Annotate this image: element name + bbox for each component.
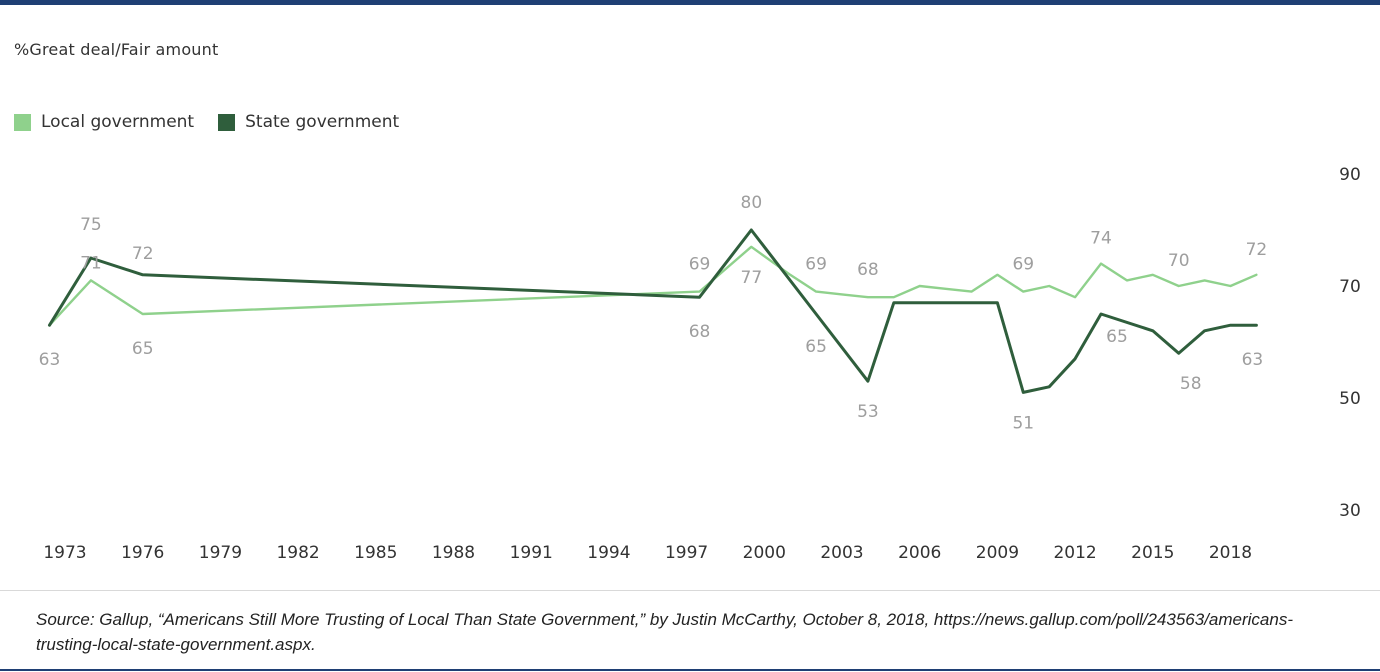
x-tick-label-2018: 2018: [1209, 543, 1252, 563]
data-label-local-72: 72: [1246, 240, 1268, 260]
data-label-local-70: 70: [1168, 251, 1190, 271]
series-line-local: [48, 245, 1258, 327]
x-tick-label-2009: 2009: [976, 543, 1019, 563]
x-tick-label-2000: 2000: [743, 543, 786, 563]
top-rule: [0, 0, 1380, 5]
data-label-local-69: 69: [1012, 255, 1034, 275]
data-label-local-69: 69: [689, 255, 711, 275]
x-tick-label-2003: 2003: [820, 543, 863, 563]
y-tick-label-30: 30: [1339, 501, 1361, 521]
legend-label-state: State government: [245, 112, 400, 132]
data-label-state-75: 75: [80, 215, 102, 235]
data-label-state-51: 51: [1012, 413, 1034, 433]
x-tick-label-1979: 1979: [199, 543, 242, 563]
y-tick-label-50: 50: [1339, 389, 1361, 409]
line-chart: 90 70 50 30 1973 1976 1979 1982 1985 1988 1991 199…: [39, 165, 1361, 563]
legend-swatch-local: [14, 113, 31, 131]
data-label-local-69: 69: [805, 255, 827, 275]
x-tick-label-2006: 2006: [898, 543, 941, 563]
data-label-state-65: 65: [805, 337, 827, 357]
data-label-local-71: 71: [80, 253, 102, 273]
x-tick-label-1988: 1988: [432, 543, 475, 563]
legend-swatch-state: [218, 113, 236, 131]
source-text: Source: Gallup, “Americans Still More Tr…: [36, 610, 1293, 654]
data-label-state-63: 63: [1242, 350, 1264, 370]
x-tick-label-1997: 1997: [665, 543, 708, 563]
y-tick-label-90: 90: [1339, 165, 1361, 185]
x-axis: 1973 1976 1979 1982 1985 1988 1991 1994 1997 2000…: [43, 543, 1252, 563]
series-line-state: [48, 228, 1258, 394]
legend-item-local: Local government: [14, 112, 194, 132]
bottom-rule: [0, 669, 1380, 671]
x-tick-label-1973: 1973: [43, 543, 86, 563]
source-note: Source: Gallup, “Americans Still More Tr…: [0, 590, 1380, 672]
series-lines: [48, 228, 1258, 394]
data-label-state-58: 58: [1180, 374, 1202, 394]
chart-legend: Local government State government: [14, 110, 423, 134]
x-tick-label-1976: 1976: [121, 543, 164, 563]
data-label-local-77: 77: [741, 268, 763, 288]
y-axis: 90 70 50 30: [1339, 165, 1361, 521]
chart-subtitle: %Great deal/Fair amount: [14, 40, 219, 59]
data-label-state-80: 80: [741, 193, 763, 213]
x-tick-label-1991: 1991: [510, 543, 553, 563]
x-tick-label-2012: 2012: [1053, 543, 1096, 563]
legend-item-state: State government: [218, 112, 399, 132]
data-label-state-72: 72: [132, 244, 154, 264]
x-tick-label-1982: 1982: [276, 543, 319, 563]
x-tick-label-2015: 2015: [1131, 543, 1174, 563]
data-label-state-68: 68: [689, 322, 711, 342]
data-labels: 63 71 65 69 77 69 68 69 74 70 72 75 72 68 80 65 53 51 65 58…: [39, 193, 1268, 433]
data-label-state-65: 65: [1106, 327, 1128, 347]
x-tick-label-1985: 1985: [354, 543, 397, 563]
x-tick-label-1994: 1994: [587, 543, 630, 563]
data-label-local-68: 68: [857, 260, 879, 280]
data-label-local-63: 63: [39, 350, 61, 370]
data-label-state-53: 53: [857, 402, 879, 422]
y-tick-label-70: 70: [1339, 277, 1361, 297]
legend-label-local: Local government: [41, 112, 195, 132]
data-label-local-74: 74: [1090, 229, 1112, 249]
data-label-local-65: 65: [132, 339, 154, 359]
